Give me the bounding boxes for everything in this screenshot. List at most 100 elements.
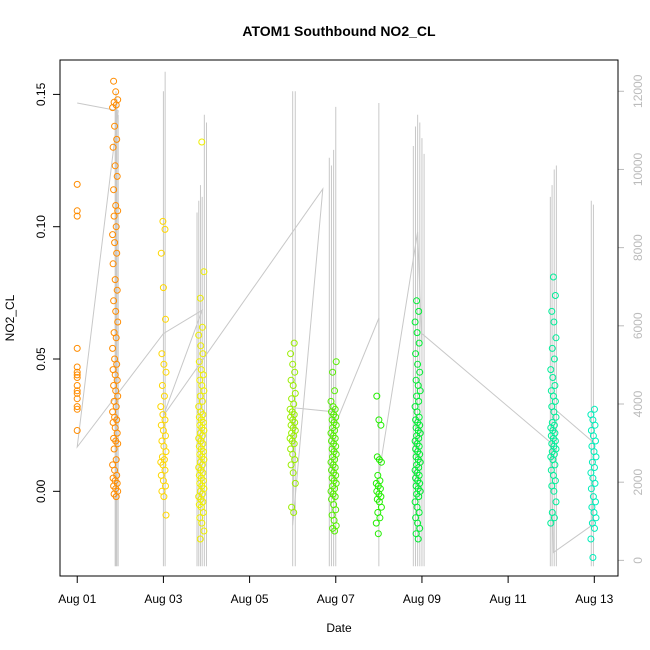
data-point	[377, 421, 385, 429]
data-point	[550, 487, 558, 495]
data-point	[199, 371, 207, 379]
data-point	[551, 292, 559, 299]
data-point	[162, 368, 170, 376]
data-point	[110, 212, 118, 220]
data-point	[162, 432, 169, 440]
data-point	[289, 360, 297, 368]
data-point	[412, 350, 420, 358]
data-point	[591, 479, 599, 487]
data-point	[413, 329, 421, 337]
data-point	[376, 514, 384, 522]
data-point	[551, 397, 559, 405]
x-tick-label: Aug 03	[144, 592, 182, 606]
data-point	[160, 360, 168, 368]
data-point	[592, 453, 600, 461]
x-tick-label: Aug 09	[403, 592, 441, 606]
data-point	[413, 297, 421, 305]
data-point	[73, 363, 81, 371]
data-point	[290, 440, 298, 448]
data-point	[287, 350, 295, 358]
data-point	[415, 493, 423, 501]
data-point	[592, 498, 599, 506]
data-point	[161, 416, 169, 424]
data-point	[416, 387, 424, 395]
data-point	[289, 382, 297, 389]
y-tick-label: 0.00	[34, 479, 48, 503]
data-point	[162, 511, 170, 519]
data-point	[289, 469, 297, 477]
data-point	[551, 382, 559, 389]
data-point	[73, 427, 81, 434]
data-point	[113, 429, 121, 437]
data-point	[372, 519, 380, 527]
data-point	[73, 212, 81, 220]
x-tick-label: Aug 01	[58, 592, 96, 606]
x-axis-label: Date	[326, 621, 352, 635]
data-point	[114, 440, 122, 448]
data-point	[373, 392, 381, 400]
data-point	[73, 180, 81, 188]
data-point	[198, 323, 206, 331]
data-point	[73, 405, 81, 413]
data-point	[73, 344, 81, 352]
data-point	[73, 389, 81, 397]
data-point	[592, 437, 599, 445]
y2-tick-label: 4000	[631, 390, 645, 417]
points-layer	[73, 77, 600, 561]
data-point	[329, 368, 337, 376]
data-point	[73, 382, 81, 389]
data-point	[290, 509, 298, 516]
data-point	[587, 485, 595, 493]
data-point	[200, 527, 208, 535]
data-point	[331, 527, 339, 535]
data-point	[113, 172, 121, 180]
data-point	[73, 207, 81, 215]
y-tick-label: 0.10	[34, 215, 48, 239]
x-tick-label: Aug 11	[490, 592, 527, 606]
data-point	[195, 358, 203, 366]
data-point	[591, 524, 598, 532]
data-point	[200, 387, 208, 395]
y2-tick-label: 12000	[631, 74, 645, 108]
data-point	[109, 143, 117, 151]
data-point	[160, 392, 168, 400]
data-point	[197, 342, 205, 350]
data-point	[113, 360, 121, 368]
data-point	[414, 360, 422, 368]
data-point	[198, 138, 206, 146]
data-point	[377, 458, 385, 466]
chart-title: ATOM1 Southbound NO2_CL	[242, 23, 436, 39]
data-point	[159, 284, 167, 292]
data-point	[112, 223, 120, 231]
data-point	[550, 318, 558, 326]
data-point	[110, 297, 118, 305]
data-point	[591, 405, 598, 413]
data-point	[73, 387, 81, 395]
data-point	[290, 339, 298, 347]
data-point	[158, 350, 166, 358]
data-point	[111, 239, 119, 247]
data-point	[552, 498, 560, 506]
data-point	[549, 374, 557, 381]
y-tick-label: 0.05	[34, 347, 48, 371]
data-point	[415, 339, 423, 347]
data-point	[416, 368, 424, 376]
data-point	[548, 307, 556, 315]
data-point	[332, 506, 340, 514]
data-point	[162, 448, 170, 456]
data-point	[416, 524, 424, 532]
data-point	[162, 482, 169, 490]
data-point	[113, 249, 121, 257]
data-point	[550, 355, 558, 363]
data-point	[587, 535, 595, 543]
data-point	[111, 122, 119, 130]
data-point	[374, 530, 382, 538]
data-point	[377, 503, 385, 511]
data-point	[110, 445, 118, 453]
data-point	[110, 77, 118, 85]
data-point	[287, 461, 295, 469]
data-point	[73, 374, 81, 381]
data-point	[198, 519, 206, 527]
data-point	[109, 344, 117, 352]
data-point	[199, 350, 207, 358]
